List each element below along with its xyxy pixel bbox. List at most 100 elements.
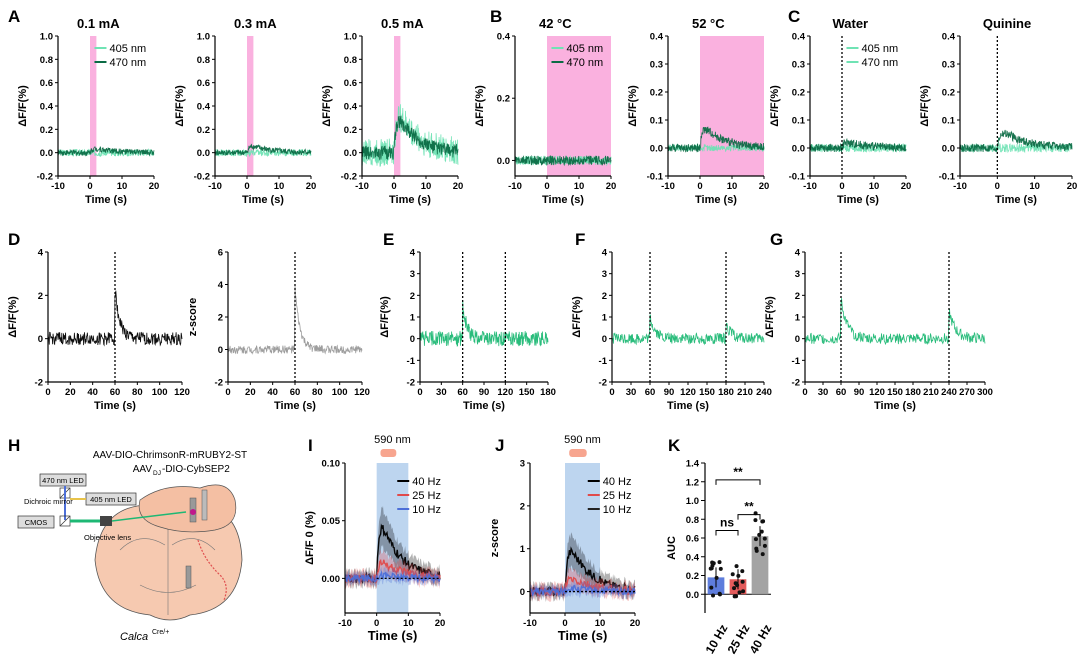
trace-trace [227,284,363,355]
construct-2-prefix: AAV [133,464,153,475]
y-tick-label: 0.3 [650,60,663,71]
y-axis-label: ΔF/F(%) [379,296,391,338]
x-tick-label: 10 [421,181,432,192]
x-tick-label: 20 [606,181,617,192]
x-tick-label: 20 [435,618,446,629]
x-tick-label: -10 [661,181,675,192]
x-tick-label: 90 [479,387,490,398]
x-axis-label: Time (s) [242,194,284,206]
x-tick-label: 60 [110,387,121,398]
y-tick-label: 3 [410,269,415,280]
x-axis-label: Time (s) [389,194,431,206]
x-tick-label: 30 [626,387,637,398]
chart-a2: 0.3 mA -0.2 0.0 0.2 0.4 0.6 0.8 1.0 -10 0 10 20 Time… [174,16,316,206]
y-tick-label: -0.2 [37,172,53,183]
x-axis-label: Time (s) [463,400,505,412]
y-tick-label: 0 [410,334,415,345]
x-tick-label: 180 [905,387,921,398]
x-tick-label: 20 [901,181,912,192]
x-axis-label: Time (s) [667,400,709,412]
x-tick-label: -10 [803,181,817,192]
x-tick-label: 40 Hz [747,622,775,656]
x-tick-label: 0 [374,618,379,629]
chart-b1: B 42 °C 0.0 0.2 0.4 -10 0 10 20 Time (s) ΔF/F(%) 40… [474,7,616,206]
y-tick-label: -2 [35,378,43,389]
chart-c1: C Water -0.1 0.0 0.1 0.2 0.3 0.4 -10 0 10 20 Time (s… [769,7,911,206]
x-tick-label: 150 [519,387,535,398]
y-tick-label: -1 [407,356,416,367]
y-tick-label: 0.0 [497,156,510,167]
x-tick-label: 150 [887,387,903,398]
trace-470nm [361,115,459,161]
x-tick-label: 40 [267,387,278,398]
panel-letter-h: H [8,436,20,455]
x-tick-label: 40 [87,387,98,398]
y-tick-label: 1.0 [344,32,357,43]
x-tick-label: 300 [977,387,993,398]
data-point [710,563,715,568]
data-point [736,573,741,578]
y-tick-label: 0.6 [686,534,699,545]
x-axis-label: Time (s) [94,400,136,412]
y-tick-label: 0.4 [942,32,956,43]
y-tick-label: 0.2 [344,125,357,136]
led-405-label: 405 nm LED [90,495,132,504]
x-tick-label: 150 [699,387,715,398]
x-tick-label: 120 [869,387,885,398]
y-axis-label: z-score [489,519,501,558]
x-axis-label: Time (s) [695,194,737,206]
y-tick-label: 3 [795,269,800,280]
chart-title: 590 nm [374,434,411,446]
x-tick-label: 10 [595,618,606,629]
charts-layer: A 0.1 mA-0.20.00.20.40.60.81.0-10 0 10 20Tim… [7,7,1077,656]
data-point [735,583,740,588]
y-tick-label: 1 [410,313,416,324]
x-tick-label: 240 [941,387,957,398]
chart-title: 42 °C [539,16,572,31]
x-tick-label: 20 [65,387,76,398]
y-tick-label: -1 [792,356,801,367]
x-tick-label: 30 [818,387,829,398]
data-point [740,579,745,584]
significance-label: ns [720,516,734,530]
trace-40hz-sem [530,532,635,602]
legend-label: 405 nm [109,43,146,55]
x-tick-label: 0 [697,181,702,192]
panel-letter-e: E [383,230,394,249]
x-tick-label: 120 [354,387,370,398]
y-tick-label: 0.00 [322,574,341,585]
x-axis-label: Time (s) [85,194,127,206]
x-axis-label: Time (s) [837,194,879,206]
led-470-label: 470 nm LED [42,476,84,485]
y-tick-label: -1 [599,356,608,367]
y-tick-label: 0.4 [497,32,511,43]
legend-label: 25 Hz [603,490,632,502]
x-tick-label: 60 [836,387,847,398]
y-tick-label: -2 [792,378,800,389]
data-point [717,560,722,565]
x-tick-label: 90 [664,387,675,398]
x-tick-label: 270 [959,387,975,398]
data-point [710,560,715,565]
light-pulse-marker [380,449,397,457]
data-point [753,518,758,523]
trace-trace [47,290,183,347]
data-point [734,564,739,569]
y-tick-label: -0.2 [341,172,357,183]
stimulus-window [376,463,409,613]
trace-10hz [529,584,636,597]
led-470-box [39,473,87,487]
y-tick-label: 0.0 [40,148,53,159]
panel-letter-j: J [495,436,504,455]
x-tick-label: 180 [718,387,734,398]
x-axis-label: Time (s) [874,400,916,412]
x-tick-label: 120 [680,387,696,398]
stimulus-window [394,36,401,176]
y-tick-label: 2 [520,501,525,512]
y-tick-label: 1 [795,313,801,324]
trace-470nm [214,143,312,156]
legend-label: 470 nm [861,57,898,69]
y-tick-label: -0.1 [939,172,956,183]
